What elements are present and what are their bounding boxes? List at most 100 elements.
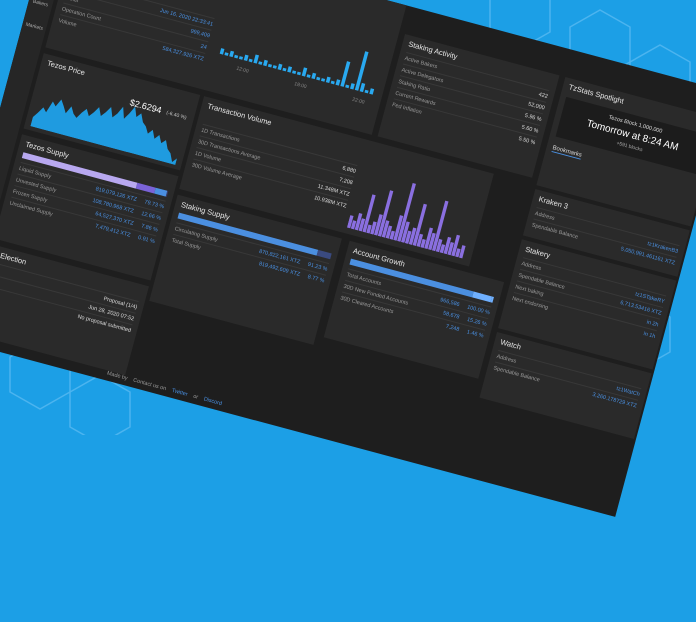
row-value-group: 7,208 [339, 177, 354, 186]
volume-bar [377, 190, 394, 237]
block-bar [282, 67, 287, 72]
volume-bar [389, 230, 395, 240]
block-panel: Date & TimeJun 16, 2020 22:33:41Baker999… [45, 0, 407, 135]
price-panel: Tezos Price $2.6294 (-6.40 %) [23, 53, 201, 171]
block-bar [267, 63, 273, 68]
block-bar [349, 83, 355, 90]
volume-bar [358, 218, 366, 232]
bookmarks-tab[interactable]: Bookmarks [551, 145, 583, 160]
row-value: 422 [538, 91, 549, 100]
volume-bar [455, 248, 461, 258]
row-value: in 2h [646, 318, 660, 328]
x-tick-label: 18:00 [294, 81, 308, 90]
volume-bar [451, 234, 461, 257]
volume-bar [416, 233, 424, 248]
block-bar [292, 70, 297, 74]
block-info: Date & TimeJun 16, 2020 22:33:41Baker999… [57, 0, 215, 65]
x-tick-label: 12:00 [236, 66, 250, 75]
block-bar [234, 54, 239, 59]
block-bar [345, 84, 350, 89]
bar-segment [165, 190, 169, 197]
block-bar [243, 54, 249, 62]
block-bar [335, 79, 341, 86]
volume-bar [393, 215, 404, 241]
block-chart: 12:00 18:00 22:00 [219, 48, 375, 106]
block-bar [238, 56, 244, 60]
block-bar [258, 61, 263, 65]
row-label: Volume [57, 17, 78, 29]
volume-bar [443, 236, 452, 255]
volume-bar [447, 242, 454, 256]
row-value-group: 6,880 [342, 165, 357, 174]
spotlight-card: Tezos Block 1,000,000 Tomorrow at 8:24 AM… [555, 96, 696, 175]
block-bar [287, 66, 293, 73]
row-value: 5.50 % [517, 135, 537, 146]
volume-bar [401, 221, 410, 243]
block-bar [301, 67, 308, 77]
row-value-group: 24 [200, 43, 207, 50]
price-area [30, 99, 178, 165]
volume-bar [373, 214, 383, 236]
volume-bar [385, 225, 393, 239]
row-label: Fed Inflation [391, 101, 423, 116]
row-percent: 8.77 % [307, 273, 326, 284]
volume-bar [431, 200, 449, 252]
price-chart [30, 99, 178, 165]
block-bar [330, 80, 335, 85]
bar-segment [136, 182, 156, 194]
block-bar [272, 65, 277, 69]
row-value: 24 [200, 43, 208, 51]
block-bar [369, 88, 375, 95]
block-bar [354, 51, 369, 91]
row-value-group: in 2h [646, 319, 659, 328]
x-tick-label: 22:00 [351, 97, 365, 106]
block-bar [263, 59, 268, 67]
block-bar [306, 74, 311, 78]
volume-bar [408, 227, 417, 245]
volume-bar [412, 203, 427, 247]
volume-bar [362, 194, 376, 233]
block-bar [248, 58, 253, 63]
block-bar [224, 52, 229, 56]
sidebar-item[interactable]: Bakers [32, 0, 49, 9]
row-percent: 0.91 % [137, 234, 156, 245]
sidebar-item[interactable]: Markets [24, 21, 44, 32]
block-bar [364, 89, 369, 94]
volume-bar [424, 227, 434, 250]
row-value: 7,208 [338, 176, 354, 186]
volume-bar [428, 232, 436, 251]
block-bar [316, 76, 321, 81]
volume-bar [366, 224, 372, 234]
row-value-group: 422 [538, 91, 548, 99]
volume-bar [397, 183, 416, 242]
volume-bar [435, 238, 443, 253]
block-bar [321, 78, 326, 82]
tx-panel: Transaction Volume 1D Transactions 6,880 30… [179, 96, 494, 267]
volume-bar [420, 238, 426, 249]
row-value-group: in 1h [643, 331, 656, 340]
row-value-group: 5.50 % [518, 136, 536, 146]
volume-bar [458, 245, 466, 259]
volume-bar [346, 215, 354, 229]
volume-bar [404, 230, 412, 244]
row-value: 6,880 [341, 164, 357, 175]
bar-segment [490, 296, 494, 303]
volume-chart [346, 183, 466, 259]
volume-bar [439, 244, 446, 254]
volume-bar [381, 220, 390, 238]
block-bar [277, 63, 283, 71]
block-bar [359, 82, 366, 93]
footer-text: or [192, 393, 199, 401]
block-bar [325, 76, 331, 84]
block-bar [296, 71, 301, 76]
row-value: in 1h [642, 330, 656, 340]
page: ActivityVotingProtocolsBakersMarketsDate… [0, 0, 696, 517]
block-bar [219, 48, 225, 55]
block-bar [311, 72, 317, 80]
bar-segment [316, 249, 332, 260]
block-bar [340, 61, 351, 87]
block-bar [229, 50, 235, 58]
row-value: 7,248 [445, 323, 460, 333]
volume-bar [370, 221, 377, 235]
